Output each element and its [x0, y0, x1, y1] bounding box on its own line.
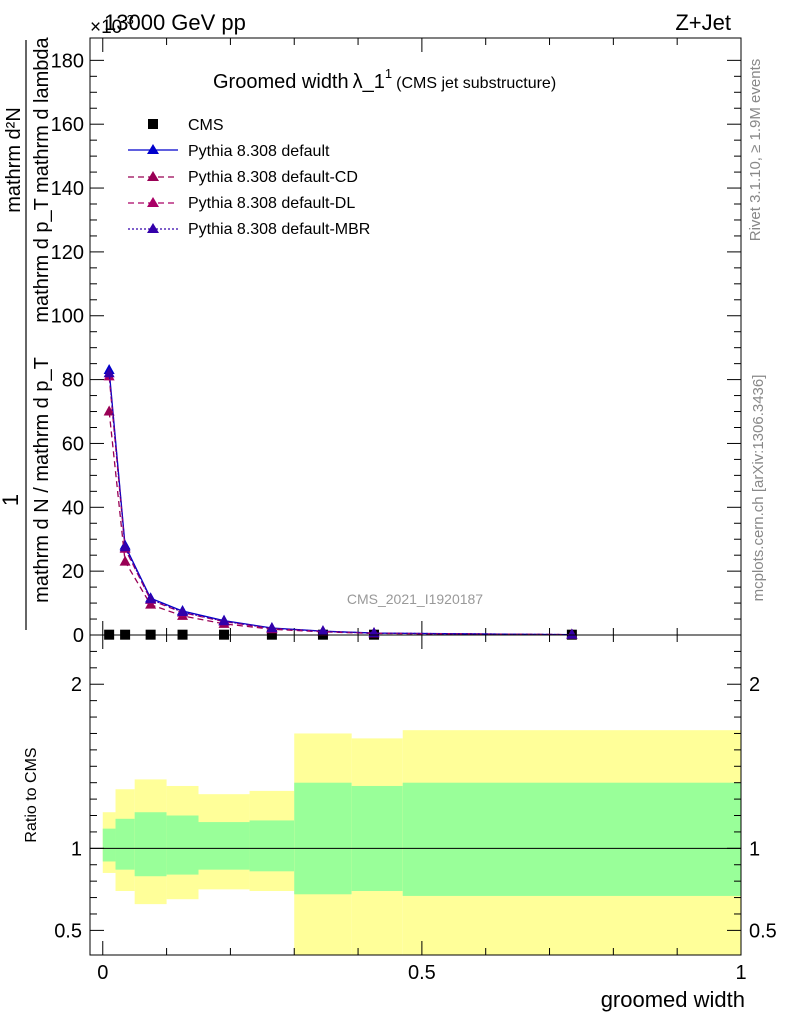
ratio-panel-frame: [89, 634, 742, 956]
ratio-ytick-label: 1: [71, 838, 82, 860]
ratio-band-inner: [249, 820, 295, 872]
legend-marker-dl: [147, 197, 159, 207]
legend-marker-default: [147, 144, 159, 154]
main-ytick-label: 60: [62, 433, 84, 455]
exponent-base: ×10: [90, 17, 122, 38]
ratio-ytick-label-right: 2: [749, 674, 760, 696]
main-ytick-label: 80: [62, 370, 84, 392]
data-point-pythia-8-308-default-mbr: [266, 622, 278, 633]
main-ytick-label: 100: [51, 306, 84, 328]
ratio-ytick-label: 0.5: [54, 920, 82, 942]
legend-item-mbr: Pythia 8.308 default-MBR: [128, 221, 370, 238]
series-line-pythia-8-308-default-cd: [108, 411, 572, 636]
legend-label-cms: CMS: [188, 117, 224, 134]
plot-title-main: Groomed width: [213, 71, 349, 93]
series-line-pythia-8-308-default: [108, 369, 572, 636]
data-point-pythia-8-308-default-cd: [119, 555, 131, 566]
ratio-ytick-label: 2: [71, 674, 82, 696]
energy-label: 13000 GeV pp: [104, 10, 246, 35]
rivet-label: Rivet 3.1.10, ≥ 1.9M events: [747, 59, 764, 242]
exponent-power: -3: [122, 12, 134, 27]
main-ytick-label: 40: [62, 497, 84, 519]
data-point-pythia-8-308-default-mbr: [218, 615, 230, 626]
plot-title-sup: 1: [385, 66, 392, 81]
legend-label-dl: Pythia 8.308 default-DL: [188, 195, 355, 212]
ratio-band-inner: [351, 785, 403, 891]
legend-item-cms: CMS: [148, 117, 224, 134]
process-label: Z+Jet: [675, 10, 731, 35]
y-label-denominator: mathrm d p_T mathrm d lambda: [31, 36, 53, 322]
main-series-group: [103, 364, 578, 640]
legend-marker-mbr: [147, 223, 159, 233]
ratio-band-inner: [294, 782, 352, 895]
ratio-xtick-label: 0.5: [408, 962, 436, 984]
main-ytick-label: 140: [51, 178, 84, 200]
legend-item-cd: Pythia 8.308 default-CD: [128, 169, 358, 186]
ratio-ytick-label-right: 0.5: [749, 920, 777, 942]
data-point-pythia-8-308-default-mbr: [566, 628, 578, 639]
ratio-band-inner: [115, 818, 135, 870]
exponent-label: ×10-3: [90, 12, 134, 38]
main-ytick-label: 180: [51, 50, 84, 72]
ratio-xtick-label: 0: [97, 962, 108, 984]
ratio-bands-group: [102, 730, 741, 955]
ratio-ytick-label-right: 1: [749, 838, 760, 860]
legend-label-mbr: Pythia 8.308 default-MBR: [188, 221, 370, 238]
analysis-watermark: CMS_2021_I1920187: [347, 591, 483, 607]
ratio-band-inner: [166, 815, 199, 875]
series-line-pythia-8-308-default-dl: [108, 376, 572, 636]
plot-title-lambda: λ_1: [353, 71, 385, 93]
legend-label-default: Pythia 8.308 default: [188, 143, 330, 160]
data-point-pythia-8-308-default-mbr: [317, 625, 329, 636]
ratio-band-inner: [134, 812, 167, 877]
plot-title: Groomed width λ_11 (CMS jet substructure): [213, 66, 556, 93]
ratio-xtick-label: 1: [735, 962, 746, 984]
plot-title-sub: (CMS jet substructure): [396, 75, 556, 92]
legend-marker-cd: [147, 171, 159, 181]
ratio-band-inner: [102, 828, 116, 862]
main-axis-ticks: 0 20 40 60 80 100 120 140 160 180: [51, 38, 742, 647]
series-line-pythia-8-308-default-mbr: [108, 373, 572, 636]
ratio-band-inner: [198, 822, 250, 870]
x-axis-label: groomed width: [601, 987, 745, 1012]
y-label-prefix-denominator: mathrm d N / mathrm d p_T: [31, 357, 53, 603]
main-ytick-label: 160: [51, 114, 84, 136]
y-label-numerator: mathrm d²N: [3, 107, 25, 213]
ratio-band-inner: [402, 782, 741, 896]
data-point-pythia-8-308-default-cd: [103, 405, 115, 416]
y-label-prefix: 1: [0, 494, 23, 506]
legend-item-default: Pythia 8.308 default: [128, 143, 330, 160]
data-point-pythia-8-308-default-mbr: [103, 367, 115, 378]
legend-label-cd: Pythia 8.308 default-CD: [188, 169, 358, 186]
data-point-pythia-8-308-default-mbr: [119, 541, 131, 552]
y-axis-label-top: 1 mathrm d N / mathrm d p_T mathrm d²N m…: [0, 36, 53, 630]
main-ytick-label: 120: [51, 242, 84, 264]
main-ytick-label: 0: [73, 625, 84, 647]
data-point-pythia-8-308-default-mbr: [177, 606, 189, 617]
mcplots-label: mcplots.cern.ch [arXiv:1306.3436]: [750, 375, 767, 602]
legend-marker-cms: [148, 119, 158, 129]
main-ytick-label: 20: [62, 561, 84, 583]
legend-item-dl: Pythia 8.308 default-DL: [128, 195, 355, 212]
legend: CMS Pythia 8.308 default Pythia 8.308 de…: [128, 117, 370, 238]
data-point-pythia-8-308-default-mbr: [145, 593, 157, 604]
y-axis-label-ratio: Ratio to CMS: [23, 747, 40, 842]
